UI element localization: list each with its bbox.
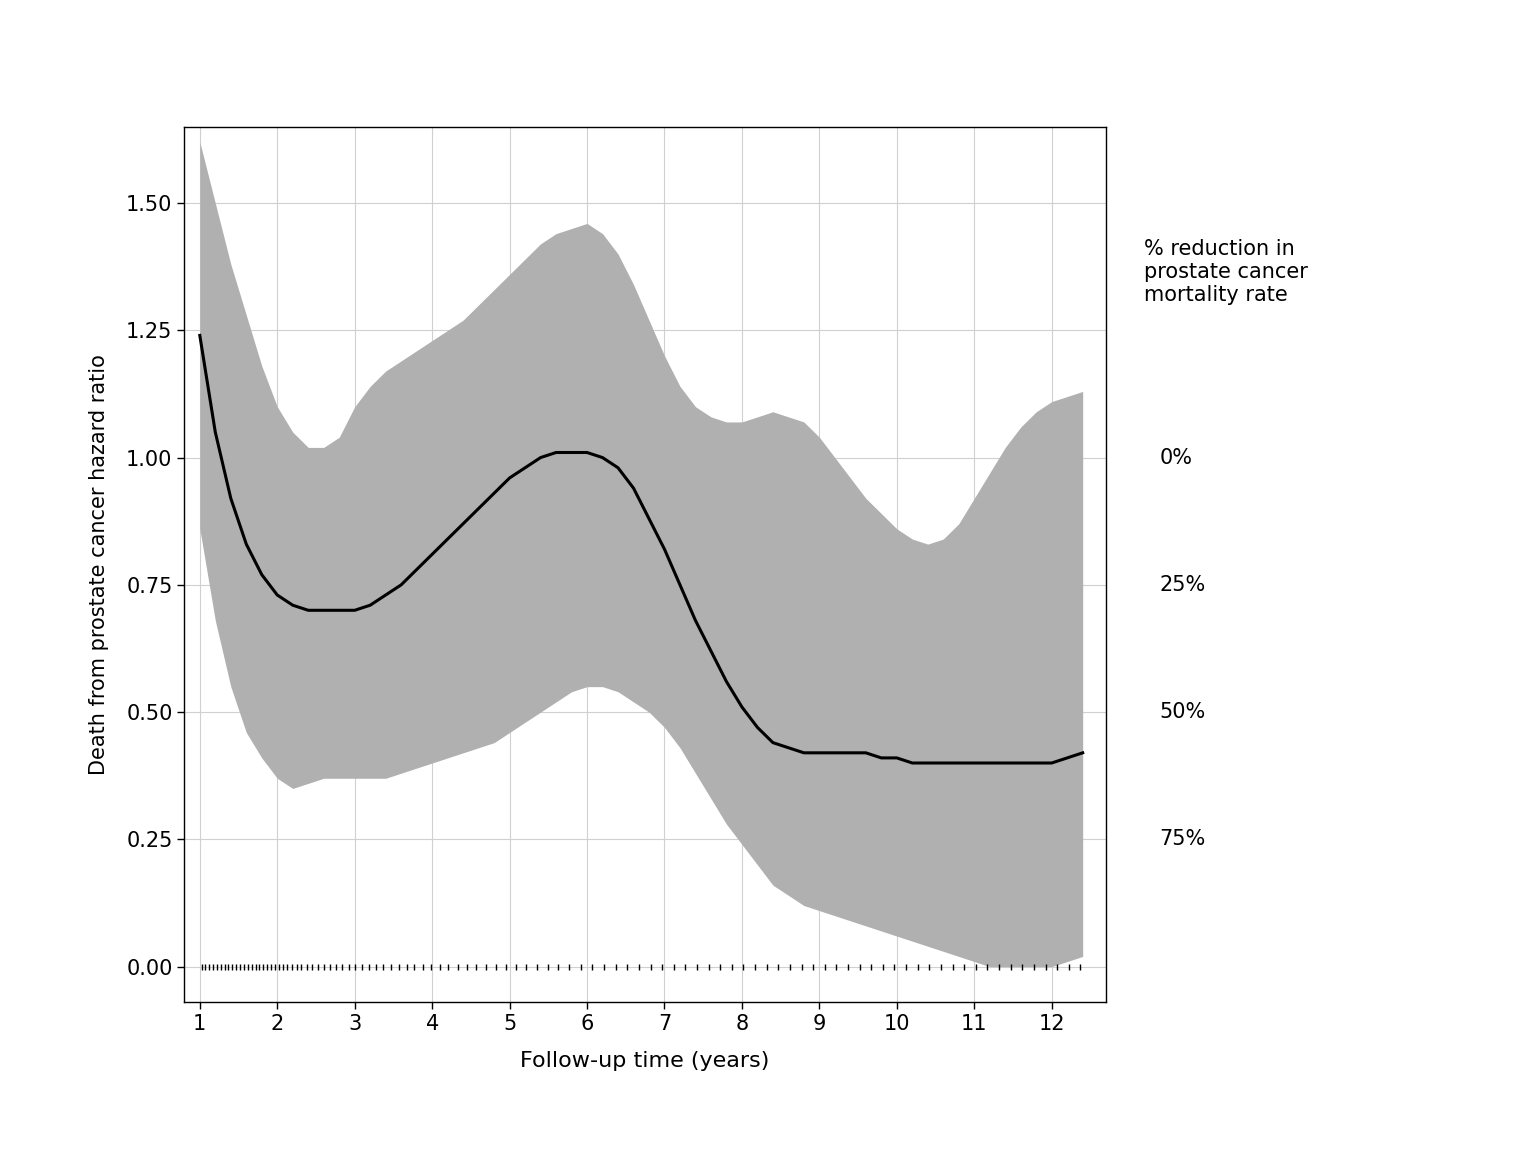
Text: 75%: 75% xyxy=(1160,829,1206,849)
Text: 0%: 0% xyxy=(1160,448,1192,468)
X-axis label: Follow-up time (years): Follow-up time (years) xyxy=(521,1051,770,1070)
Text: % reduction in
prostate cancer
mortality rate: % reduction in prostate cancer mortality… xyxy=(1144,238,1309,305)
Text: 25%: 25% xyxy=(1160,575,1206,594)
Y-axis label: Death from prostate cancer hazard ratio: Death from prostate cancer hazard ratio xyxy=(89,354,109,775)
Text: 50%: 50% xyxy=(1160,702,1206,722)
